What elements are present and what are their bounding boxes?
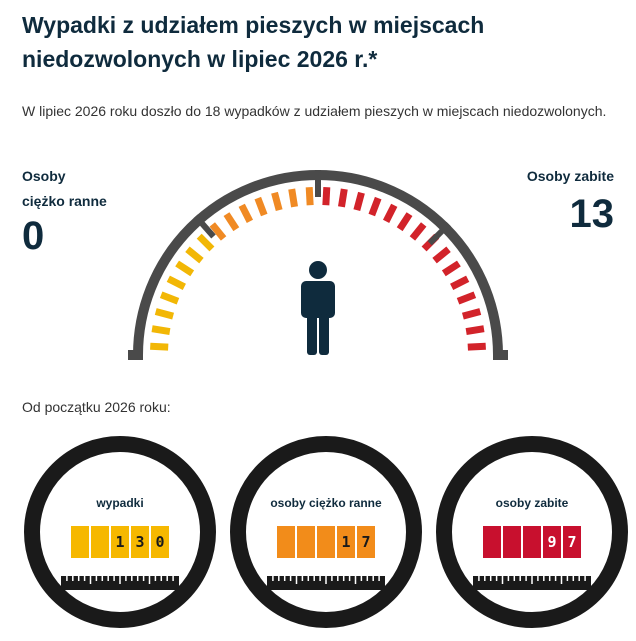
ruler-icon [267,576,385,590]
gauge-dividers [193,170,451,246]
killed-label: Osoby zabite [526,168,614,184]
ruler-icon [61,576,179,590]
counter-wheel: osoby ciężko ranne 1 7 [230,436,422,628]
gauge-tick [409,222,427,241]
gauge-tick [396,212,413,232]
gauge-tick [456,291,477,305]
gauge-tick [150,342,169,351]
gauge-tick [185,246,204,264]
pedestrian-icon [301,261,335,355]
counter-digit: 1 [337,526,355,558]
gauge-tick [467,342,486,351]
gauge-tick [223,212,240,232]
counter-wheel: osoby zabite 9 7 [436,436,628,628]
gauge-tick [305,187,314,206]
gauge-tick [368,196,382,217]
counter-label: osoby zabite [495,496,569,510]
counter-digit [503,526,521,558]
counter-digit [297,526,315,558]
gauge-tick [159,291,180,305]
gauge-divider [193,214,216,239]
gauge-tick [166,275,186,291]
killed-value: 13 [569,192,615,236]
ruler-icon [473,576,591,590]
counter-digit [317,526,335,558]
gauge-tick [338,188,348,208]
gauge-tick [196,233,215,252]
counter-digit [277,526,295,558]
page-title: Wypadki z udziałem pieszych w miejscach … [22,12,485,72]
gauge-tick [382,203,398,223]
gauge-tick [288,188,298,208]
gauge-tick [450,275,470,291]
counter-digit: 3 [131,526,149,558]
counter-digit [483,526,501,558]
gauge-tick [154,308,175,320]
gauge-ticks [150,187,486,351]
gauge-tick [238,203,254,223]
gauge-tick [465,325,485,335]
gauge-tick [432,246,451,264]
counter-digit [71,526,89,558]
gauge-tick [254,196,268,217]
injured-value: 0 [22,214,45,258]
gauge-tick [271,191,283,212]
gauge-tick [322,187,331,206]
counter-digit: 7 [563,526,581,558]
counter-digit: 9 [543,526,561,558]
counter-digit [523,526,541,558]
gauge-divider [427,222,451,246]
gauge-tick [151,325,171,335]
intro-text: W lipiec 2026 roku doszło do 18 wypadków… [22,103,607,119]
gauge-tick [461,308,482,320]
counter-digit [91,526,109,558]
counter-digit: 1 [111,526,129,558]
gauge-tick [441,260,461,277]
counter-digit: 7 [357,526,375,558]
gauge-tick [209,222,227,241]
gauge [128,170,508,360]
injured-label: Osoby ciężko ranne [22,168,107,209]
gauge-tick [353,191,365,212]
counter-label: osoby ciężko ranne [270,496,382,510]
since-label: Od początku 2026 roku: [22,399,171,415]
gauge-tick [175,260,195,277]
counter-digit: 0 [151,526,169,558]
counter-label: wypadki [96,496,144,510]
counter-wheel: wypadki 1 3 0 [24,436,216,628]
